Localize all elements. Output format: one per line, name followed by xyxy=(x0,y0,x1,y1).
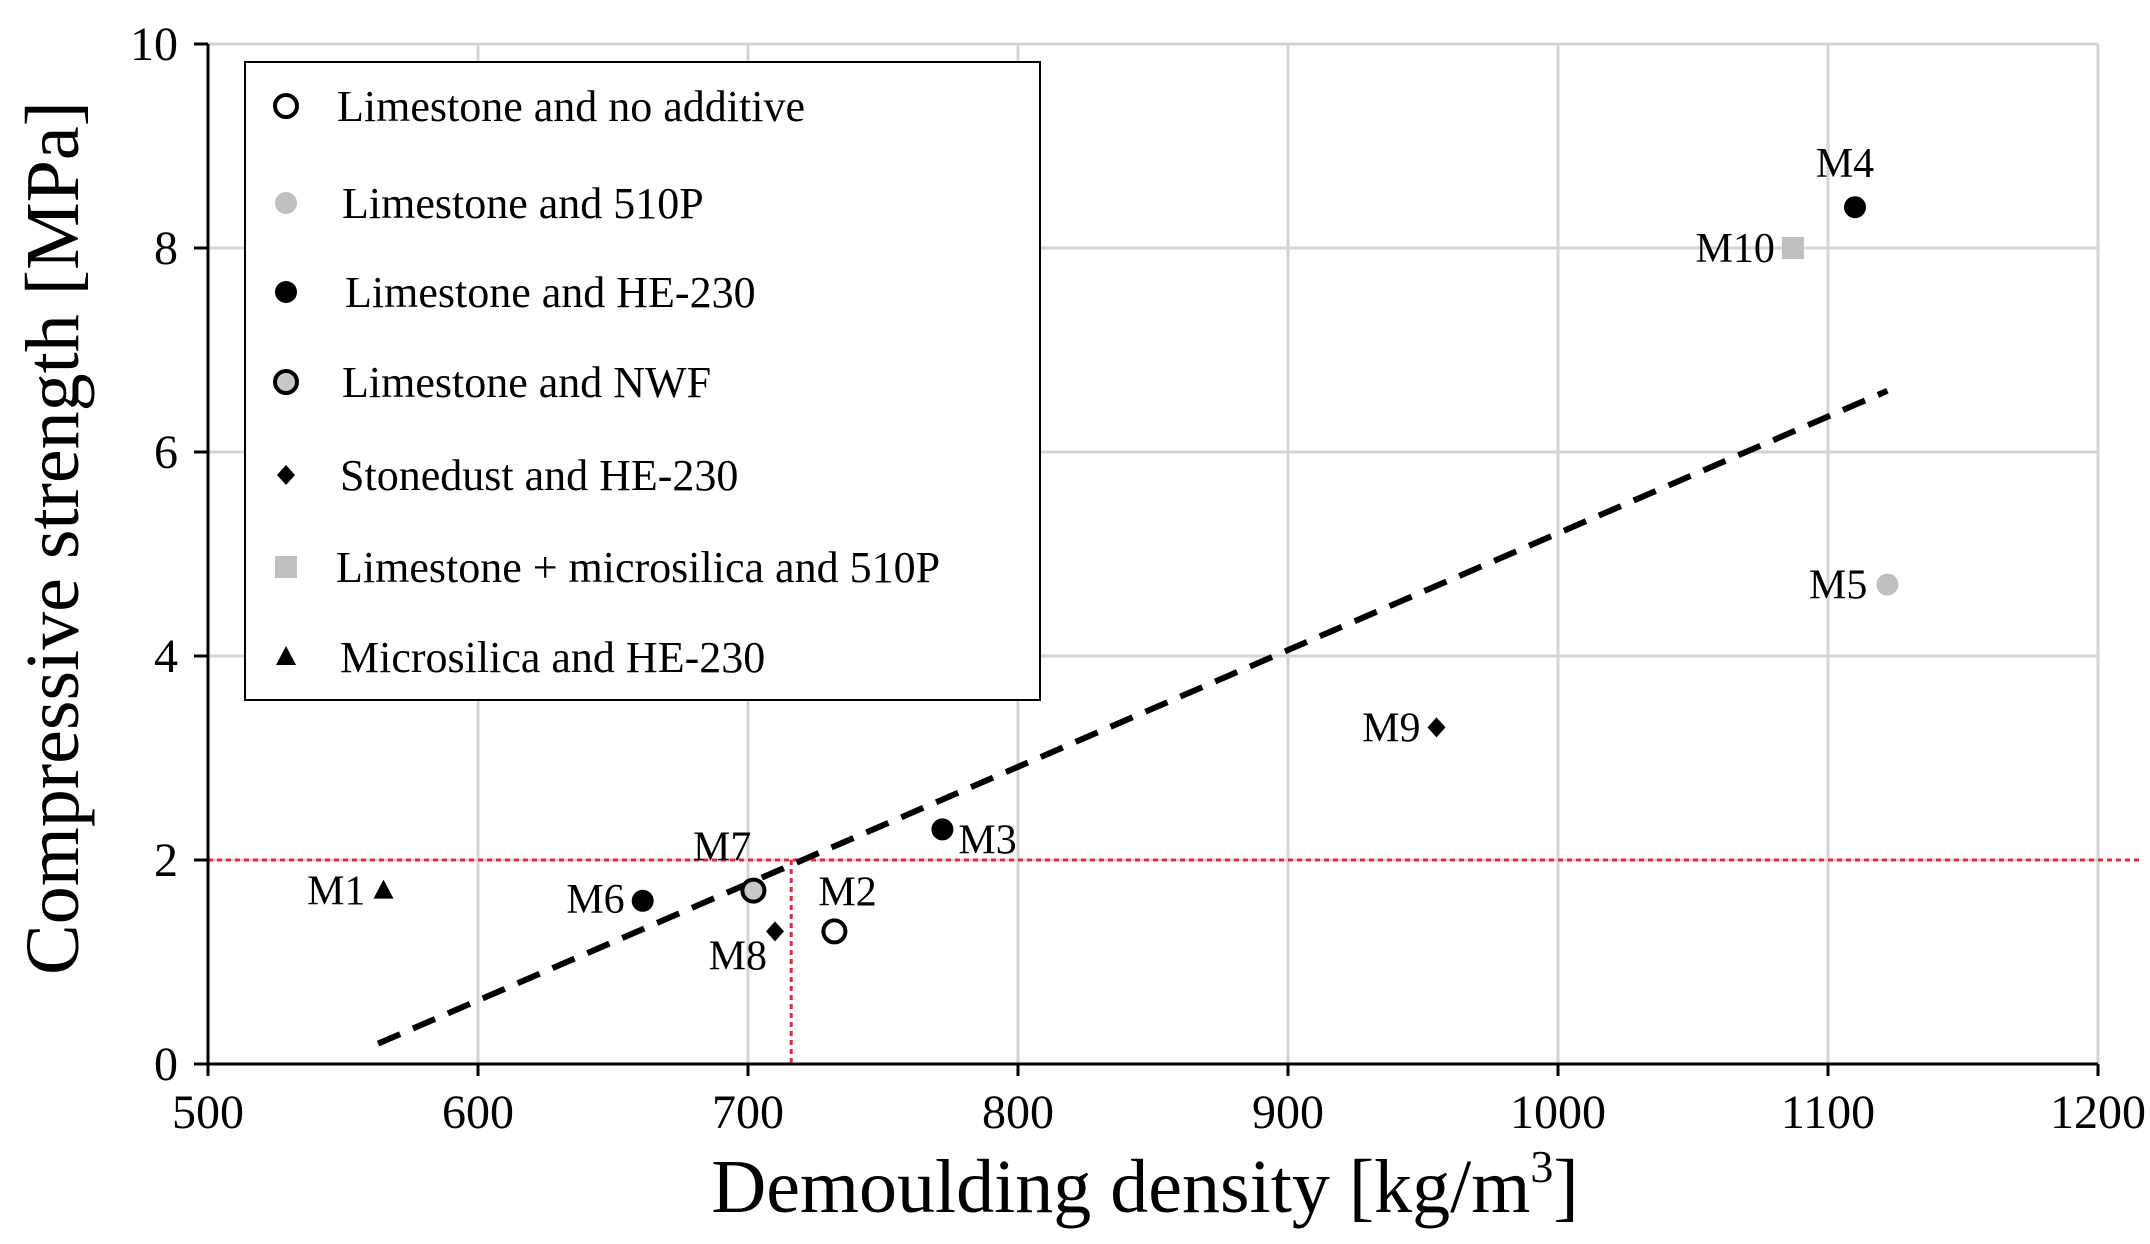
x-tick-label: 900 xyxy=(1252,1086,1324,1139)
x-tick-label: 1200 xyxy=(2050,1086,2146,1139)
reference-lines xyxy=(208,858,2142,1064)
x-tick-label: 1100 xyxy=(1781,1086,1875,1139)
axes xyxy=(194,42,2100,1076)
legend-label: Stonedust and HE-230 xyxy=(340,451,738,500)
legend-label: Microsilica and HE-230 xyxy=(340,633,765,682)
tick-labels: 500 600 700 800 900 1000 1100 1200 0 2 4 6 8 10 xyxy=(130,18,2146,1139)
trendline xyxy=(376,388,1889,1047)
data-point-m10 xyxy=(1781,237,1804,259)
x-tick-label: 700 xyxy=(712,1086,784,1139)
point-labels: M2 M5 M4 M3 M6 M7 M9 M8 M10 M1 xyxy=(307,141,1874,979)
point-label-m9: M9 xyxy=(1362,705,1420,751)
x-axis-title: Demoulding density [kg/m3] xyxy=(711,1141,1578,1229)
point-label-m7: M7 xyxy=(693,825,751,871)
y-axis-title: Compressive strength [MPa] xyxy=(11,101,95,975)
trendline-group xyxy=(376,388,1889,1047)
data-point-m5 xyxy=(1876,573,1899,596)
y-tick-label: 10 xyxy=(130,18,178,71)
data-point-m3 xyxy=(931,818,954,841)
data-points xyxy=(373,196,1899,945)
legend-label: Limestone and NWF xyxy=(342,358,711,407)
legend-marker xyxy=(273,369,299,395)
legend-marker xyxy=(275,192,297,214)
data-point-m6 xyxy=(631,889,654,912)
y-tick-label: 6 xyxy=(154,426,178,479)
legend-marker xyxy=(275,556,297,578)
point-label-m6: M6 xyxy=(566,877,624,923)
point-label-m10: M10 xyxy=(1696,226,1775,272)
legend: Limestone and no additive Limestone and 5… xyxy=(244,61,1041,701)
y-tick-label: 4 xyxy=(154,630,178,683)
x-tick-label: 500 xyxy=(172,1086,244,1139)
point-label-m1: M1 xyxy=(307,869,365,915)
y-tick-label: 8 xyxy=(154,222,178,275)
data-point-m4 xyxy=(1844,196,1866,219)
y-tick-label: 2 xyxy=(154,834,178,887)
legend-marker xyxy=(275,281,297,303)
data-point-m2 xyxy=(821,918,848,945)
data-point-m9 xyxy=(1427,717,1446,738)
point-label-m8: M8 xyxy=(709,933,767,979)
data-point-m7 xyxy=(740,877,767,904)
legend-marker xyxy=(277,465,295,485)
point-label-m3: M3 xyxy=(958,817,1016,863)
x-tick-label: 1000 xyxy=(1510,1086,1606,1139)
legend-label: Limestone and HE-230 xyxy=(345,268,756,317)
data-point-m8 xyxy=(766,921,784,942)
point-label-m5: M5 xyxy=(1809,563,1867,609)
legend-label: Limestone + microsilica and 510P xyxy=(336,543,940,592)
legend-marker xyxy=(276,646,296,665)
x-tick-label: 600 xyxy=(442,1086,514,1139)
legend-box xyxy=(244,61,1041,701)
legend-label: Limestone and no additive xyxy=(337,82,805,131)
point-label-m2: M2 xyxy=(818,869,876,915)
legend-label: Limestone and 510P xyxy=(342,179,704,228)
point-label-m4: M4 xyxy=(1816,141,1874,187)
y-tick-label: 0 xyxy=(154,1038,178,1091)
x-tick-label: 800 xyxy=(982,1086,1054,1139)
data-point-m1 xyxy=(373,879,394,899)
legend-marker xyxy=(273,93,299,119)
